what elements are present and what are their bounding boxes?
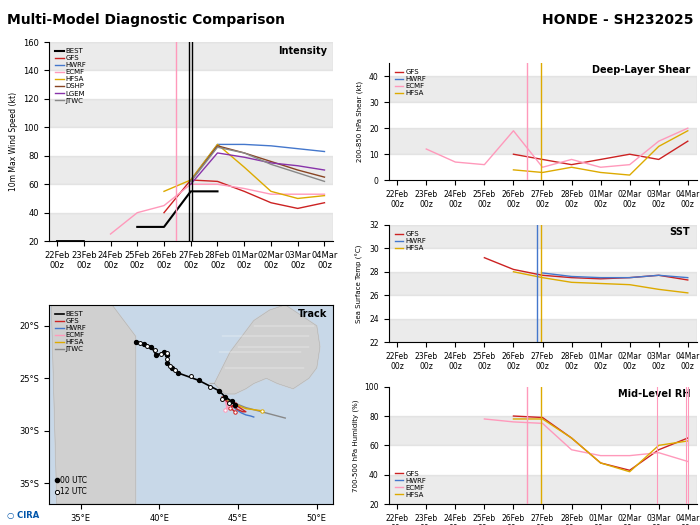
Point [155,350,167,359]
Point [185,372,196,380]
Bar [389,272,696,295]
Point [138,340,149,348]
Point [193,376,204,384]
Bar [49,99,332,128]
Y-axis label: 200-850 hPa Shear (kt): 200-850 hPa Shear (kt) [357,81,363,162]
Point [162,351,173,360]
Bar [49,42,332,70]
Bar [389,76,696,102]
Point [162,349,173,358]
Text: Deep-Layer Shear: Deep-Layer Shear [592,65,690,76]
Point [229,401,240,410]
Point [220,393,231,401]
Polygon shape [210,305,320,394]
Bar [389,225,696,248]
Text: ○ CIRA: ○ CIRA [7,511,39,520]
Point [256,406,267,415]
Point [149,346,160,354]
Polygon shape [49,221,136,504]
Point [158,348,169,356]
Point [229,400,240,408]
Text: Intensity: Intensity [278,46,327,56]
Point [223,400,234,408]
Text: Track: Track [298,309,327,319]
Point [225,403,236,412]
Text: SST: SST [670,227,690,237]
Bar [49,156,332,184]
Point [146,343,157,351]
Point [229,407,240,416]
Bar [49,213,332,241]
Point [134,339,146,347]
Legend: GFS, HWRF, ECMF, HFSA: GFS, HWRF, ECMF, HFSA [392,468,429,500]
Point [162,355,173,364]
Point [169,365,181,374]
Point [217,395,228,403]
Text: HONDE - SH232025: HONDE - SH232025 [542,13,693,27]
Legend: BEST, GFS, HWRF, ECMF, HFSA, JTWC: BEST, GFS, HWRF, ECMF, HFSA, JTWC [52,308,90,355]
Point [220,405,231,414]
Text: Multi-Model Diagnostic Comparison: Multi-Model Diagnostic Comparison [7,13,285,27]
Point [166,363,177,372]
Point [173,369,184,377]
Point [150,351,162,360]
Point [162,358,173,366]
Text: Mid-Level RH: Mid-Level RH [618,389,690,399]
Bar [389,128,696,154]
Legend: GFS, HWRF, ECMF, HFSA: GFS, HWRF, ECMF, HFSA [392,67,429,99]
Legend: GFS, HWRF, HFSA: GFS, HWRF, HFSA [392,228,429,254]
Bar [389,475,696,504]
Point [214,386,225,395]
Legend: BEST, GFS, HWRF, ECMF, HFSA, DSHP, LGEM, JTWC: BEST, GFS, HWRF, ECMF, HFSA, DSHP, LGEM,… [52,46,90,107]
Point [141,342,153,350]
Y-axis label: Sea Surface Temp (°C): Sea Surface Temp (°C) [356,244,363,323]
Bar [389,416,696,445]
Point [226,397,237,405]
Point [164,361,176,370]
Y-axis label: 700-500 hPa Humidity (%): 700-500 hPa Humidity (%) [352,399,358,491]
Bar [389,319,696,342]
Point [130,338,141,346]
Y-axis label: 10m Max Wind Speed (kt): 10m Max Wind Speed (kt) [9,92,18,191]
Point [223,399,234,407]
Point [204,382,216,391]
